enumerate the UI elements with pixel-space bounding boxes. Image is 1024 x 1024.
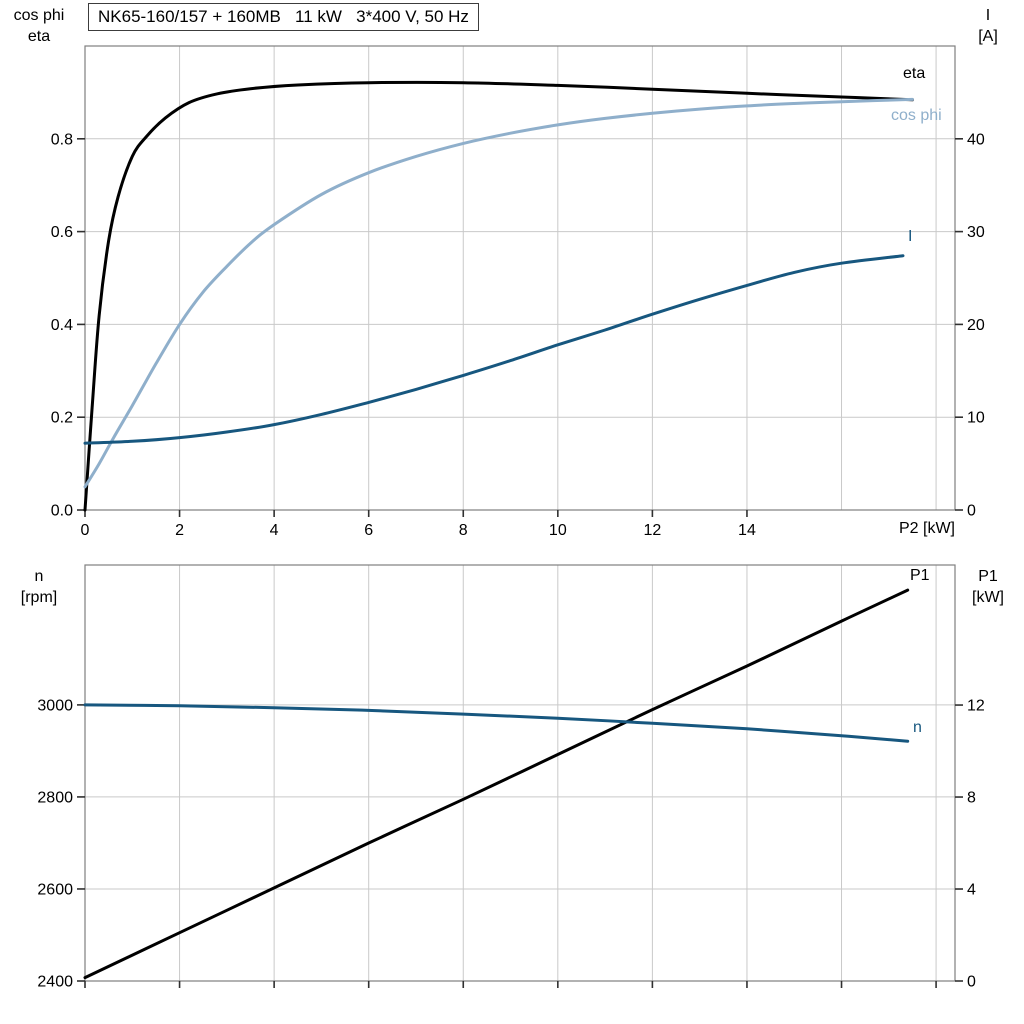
current-curve-label: I [908, 228, 913, 245]
plot-frame [84, 564, 956, 982]
x-tick-label: 4 [270, 522, 279, 539]
eta-curve-label: eta [903, 65, 926, 82]
axis-title-speed: n [34, 568, 44, 585]
x-tick-label: 0 [81, 522, 90, 539]
axis-title-current: I [985, 7, 991, 24]
speed-curve-label: n [913, 719, 922, 736]
x-tick-label: 6 [364, 522, 373, 539]
mechanical-chart: 2400 2600 2800 3000 0 4 8 12 [37, 564, 985, 991]
y-left-tick-label: 3000 [37, 697, 73, 714]
p1-curve-label: P1 [910, 567, 930, 584]
electrical-chart: 0 2 4 6 8 10 12 14 0.0 0.2 0.4 0.6 0.8 0 10 20 30 40 [51, 45, 985, 539]
chart-title: NK65-160/157 + 160MB 11 kW 3*400 V, 50 H… [88, 3, 479, 31]
top-left-axis-title: cos phi eta [0, 5, 78, 47]
y-left-tick-label: 0.8 [51, 131, 73, 148]
y-left-tick-label: 0.4 [51, 317, 73, 334]
axis-title-eta: eta [27, 28, 51, 45]
cos-phi-curve [83, 97, 914, 489]
y-right-tick-label: 0 [967, 974, 976, 991]
bottom-left-axis-title: n [rpm] [0, 566, 78, 608]
y-left-tick-label: 0.6 [51, 224, 73, 241]
x-tick-label: 12 [643, 522, 661, 539]
y-right-tick-label: 8 [967, 790, 976, 807]
axis-title-current-unit: [A] [978, 28, 998, 45]
y-right-tick-label: 10 [967, 410, 985, 427]
top-right-axis-title: I [A] [956, 5, 1020, 47]
y-right-tick-label: 20 [967, 317, 985, 334]
x-tick-label: 8 [459, 522, 468, 539]
axis-title-cos-phi: cos phi [13, 7, 65, 24]
axis-title-speed-unit: [rpm] [20, 589, 58, 606]
eta-curve [83, 80, 914, 512]
plot-frame [84, 45, 956, 511]
speed-curve [83, 703, 910, 743]
y-left-tick-label: 0.0 [51, 503, 73, 520]
y-right-tick-label: 0 [967, 503, 976, 520]
y-right-tick-label: 30 [967, 224, 985, 241]
x-tick-label: 14 [738, 522, 756, 539]
axis-title-p1-unit: [kW] [972, 589, 1004, 606]
y-right-tick-label: 12 [967, 698, 985, 715]
x-axis-label: P2 [kW] [898, 520, 955, 537]
y-left-tick-label: 2600 [37, 881, 73, 898]
y-left-tick-label: 0.2 [51, 410, 73, 427]
y-left-tick-label: 2400 [37, 974, 73, 991]
y-right-tick-label: 40 [967, 131, 985, 148]
y-left-tick-label: 2800 [37, 789, 73, 806]
current-curve [83, 254, 905, 445]
cos-phi-curve-label: cos phi [891, 107, 942, 124]
x-tick-label: 2 [175, 522, 184, 539]
axis-title-p1: P1 [978, 568, 998, 585]
bottom-right-axis-title: P1 [kW] [956, 566, 1020, 608]
y-right-tick-label: 4 [967, 882, 976, 899]
input-power-curve [83, 588, 910, 980]
x-tick-label: 10 [549, 522, 567, 539]
